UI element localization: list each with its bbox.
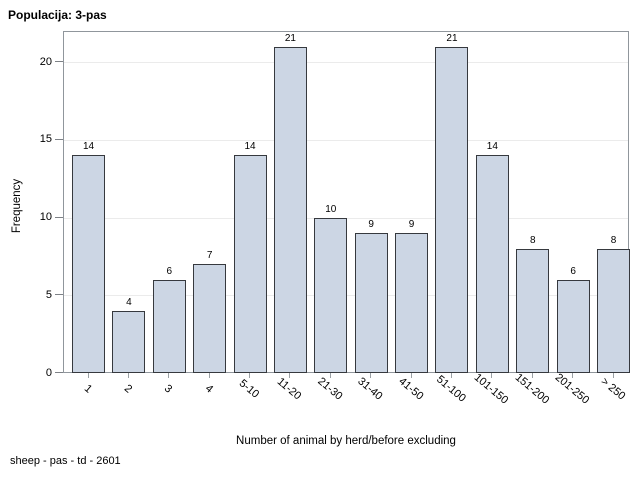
bar-value-label: 8 bbox=[610, 234, 617, 246]
bar bbox=[597, 248, 630, 373]
x-tick-label: 41-50 bbox=[395, 375, 426, 403]
bar bbox=[395, 233, 429, 373]
y-tick-label: 0 bbox=[45, 366, 52, 379]
y-tick-label: 10 bbox=[39, 211, 52, 224]
chart-title: Populacija: 3-pas bbox=[8, 8, 107, 22]
bar bbox=[556, 279, 590, 373]
x-tick bbox=[612, 373, 614, 378]
y-tick-label: 15 bbox=[39, 133, 52, 146]
bar bbox=[516, 248, 550, 373]
x-tick-label: 31-40 bbox=[355, 375, 385, 403]
gridline bbox=[64, 62, 628, 64]
bar-value-label: 14 bbox=[486, 141, 498, 153]
x-tick bbox=[410, 373, 412, 378]
bar bbox=[112, 310, 146, 373]
plot-area: 14 4 6 7 14 21 10 9 9 21 14 8 6 8 bbox=[63, 31, 630, 373]
gridline bbox=[64, 139, 628, 141]
bar bbox=[354, 233, 388, 373]
x-tick-label: 3 bbox=[162, 382, 175, 396]
x-tick bbox=[370, 373, 372, 378]
x-tick bbox=[249, 373, 251, 378]
bar-value-label: 14 bbox=[82, 141, 95, 153]
x-tick-label: 1 bbox=[81, 382, 94, 396]
bar-value-label: 6 bbox=[166, 265, 173, 277]
bar bbox=[314, 217, 348, 373]
x-tick-label: > 250 bbox=[597, 375, 628, 403]
x-tick-label: 5-10 bbox=[236, 377, 262, 401]
x-tick bbox=[329, 373, 331, 378]
x-tick bbox=[87, 373, 89, 378]
bar-value-label: 7 bbox=[206, 250, 213, 262]
x-axis-title: Number of animal by herd/before excludin… bbox=[236, 435, 456, 447]
y-tick bbox=[55, 216, 63, 218]
bar bbox=[273, 46, 307, 373]
y-tick bbox=[55, 294, 63, 296]
y-tick-label: 20 bbox=[39, 55, 52, 68]
x-tick bbox=[450, 373, 452, 378]
bar bbox=[152, 279, 186, 373]
bar-value-label: 14 bbox=[244, 141, 256, 153]
bar-value-label: 9 bbox=[408, 219, 415, 231]
x-tick-label: 11-20 bbox=[275, 375, 304, 403]
bar-value-label: 9 bbox=[368, 219, 374, 231]
bar bbox=[475, 155, 509, 373]
x-tick bbox=[572, 373, 574, 378]
y-tick bbox=[55, 138, 63, 140]
bar bbox=[435, 46, 469, 373]
x-tick-label: 51-100 bbox=[433, 373, 468, 405]
x-tick bbox=[168, 373, 170, 378]
y-tick bbox=[55, 372, 63, 373]
bar bbox=[233, 155, 267, 373]
x-tick bbox=[127, 373, 129, 378]
x-tick bbox=[289, 373, 291, 378]
bar-value-label: 8 bbox=[529, 234, 536, 246]
bar-value-label: 21 bbox=[284, 32, 296, 44]
bar-value-label: 10 bbox=[325, 203, 337, 215]
y-tick bbox=[55, 61, 63, 63]
bar-value-label: 6 bbox=[570, 265, 576, 277]
x-tick-label: 2 bbox=[121, 382, 135, 396]
bar-value-label: 21 bbox=[446, 32, 458, 44]
bar bbox=[72, 155, 105, 373]
x-tick bbox=[531, 373, 533, 378]
x-tick-label: 4 bbox=[202, 382, 215, 396]
bar bbox=[193, 264, 227, 373]
bar-value-label: 4 bbox=[126, 296, 132, 308]
y-axis-title: Frequency bbox=[11, 178, 23, 234]
y-tick-label: 5 bbox=[45, 288, 52, 301]
x-tick-label: 21-30 bbox=[315, 375, 345, 403]
footnote: sheep - pas - td - 2601 bbox=[10, 455, 121, 467]
x-tick bbox=[208, 373, 210, 378]
x-tick bbox=[491, 373, 493, 378]
